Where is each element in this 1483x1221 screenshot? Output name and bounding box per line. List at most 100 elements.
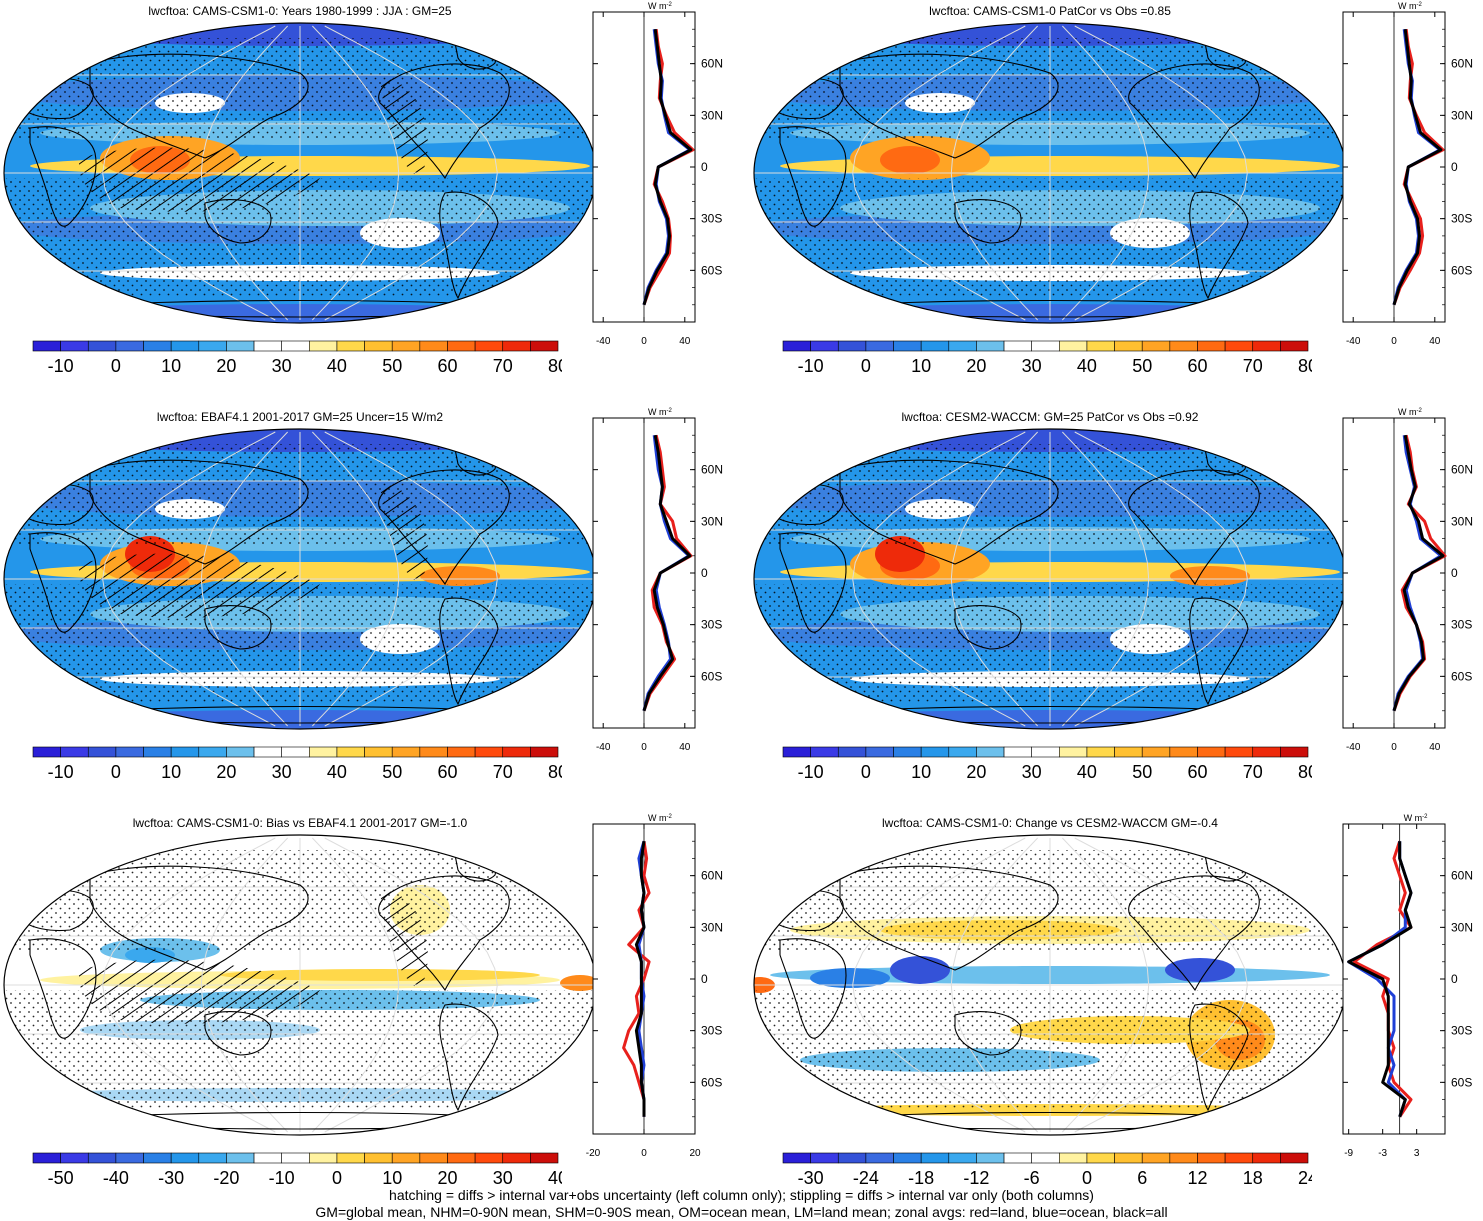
colorbar-swatch	[419, 1152, 448, 1164]
colorbar-swatch	[474, 1152, 504, 1164]
colorbar-label: -30	[158, 1168, 184, 1188]
colorbar-swatch	[782, 1152, 811, 1164]
colorbar-label: 80	[548, 356, 562, 376]
colorbar-swatch	[1086, 340, 1115, 352]
zonal-mean-plot: W m-2 60N 30N 0 30S 60S -40 0 40	[592, 407, 723, 753]
zonal-lat-label: 0	[701, 566, 708, 580]
colorbar-swatch	[948, 340, 977, 352]
panel-title: lwcftoa: EBAF4.1 2001-2017 GM=25 Uncer=1…	[156, 410, 444, 424]
zonal-x-label: 0	[1391, 742, 1397, 753]
colorbar-swatch	[782, 340, 811, 352]
zonal-series-land	[1352, 840, 1413, 1118]
colorbar-swatch	[253, 1152, 282, 1164]
zonal-lat-label: 60N	[701, 869, 723, 883]
colorbar-swatch	[364, 1152, 393, 1164]
colorbar-swatch	[115, 1152, 144, 1164]
zonal-x-label: 40	[1429, 336, 1441, 347]
colorbar-swatch	[893, 340, 922, 352]
colorbar-swatch	[1169, 1152, 1198, 1164]
colorbar-swatch	[1197, 340, 1226, 352]
colorbar-label: -10	[48, 762, 74, 782]
colorbar-swatch	[253, 340, 282, 352]
panel-obs: lwcftoa: EBAF4.1 2001-2017 GM=25 Uncer=1…	[0, 406, 740, 811]
colorbar-swatch	[865, 746, 894, 758]
colorbar-swatch	[1280, 746, 1309, 758]
panel-change: lwcftoa: CAMS-CSM1-0: Change vs CESM2-WA…	[750, 812, 1483, 1217]
panel-title: lwcftoa: CESM2-WACCM: GM=25 PatCor vs Ob…	[901, 410, 1199, 424]
panel-title: lwcftoa: CAMS-CSM1-0: Bias vs EBAF4.1 20…	[132, 816, 468, 830]
colorbar-swatch	[1141, 340, 1171, 352]
colorbar-label: -10	[48, 356, 74, 376]
zonal-x-label: 40	[679, 742, 691, 753]
colorbar-swatch	[976, 340, 1005, 352]
colorbar-label: -24	[853, 1168, 879, 1188]
colorbar-swatch	[364, 746, 393, 758]
zonal-unit-label: W m-2	[1398, 407, 1422, 417]
colorbar-swatch	[1197, 1152, 1226, 1164]
colorbar-swatch	[226, 746, 255, 758]
colorbar-swatch	[447, 1152, 476, 1164]
colorbar-label: 60	[437, 762, 457, 782]
zonal-mean-plot: W m-2 60N 30N 0 30S 60S -40 0 40	[1342, 407, 1473, 753]
zonal-mean-plot: W m-2 60N 30N 0 30S 60S -40 0 40	[592, 1, 723, 347]
colorbar-label: 10	[911, 762, 931, 782]
colorbar-label: 30	[493, 1168, 513, 1188]
colorbar-swatch	[226, 340, 255, 352]
zonal-unit-label: W m-2	[1404, 813, 1428, 823]
colorbar-label: 70	[1243, 356, 1263, 376]
colorbar-swatch	[87, 340, 117, 352]
footer-caption-2: GM=global mean, NHM=0-90N mean, SHM=0-90…	[315, 1204, 1168, 1220]
colorbar-swatch	[1059, 746, 1088, 758]
colorbar-label: -40	[103, 1168, 129, 1188]
zonal-unit-label: W m-2	[648, 813, 672, 823]
zonal-series-all	[642, 434, 692, 712]
colorbar-swatch	[419, 746, 448, 758]
zonal-x-label: 3	[1414, 1148, 1420, 1159]
colorbar-swatch	[1086, 1152, 1115, 1164]
zonal-series-all	[642, 29, 693, 306]
colorbar-swatch	[1252, 1152, 1281, 1164]
zonal-x-label: -3	[1378, 1148, 1387, 1159]
colorbar-swatch	[865, 1152, 894, 1164]
zonal-x-label: -40	[596, 742, 611, 753]
colorbar-swatch	[364, 340, 393, 352]
colorbar-swatch	[1086, 746, 1115, 758]
colorbar-label: 60	[1187, 356, 1207, 376]
colorbar-swatch	[920, 340, 950, 352]
colorbar: -100102030405060708090	[32, 340, 562, 376]
colorbar-swatch	[920, 1152, 950, 1164]
colorbar-swatch	[87, 746, 117, 758]
colorbar-swatch	[502, 1152, 531, 1164]
colorbar-swatch	[893, 746, 922, 758]
colorbar-label: -10	[798, 356, 824, 376]
zonal-unit-label: W m-2	[648, 407, 672, 417]
colorbar-swatch	[87, 1152, 117, 1164]
map-plot	[753, 834, 1347, 1136]
zonal-lat-label: 60N	[701, 57, 723, 71]
colorbar-swatch	[502, 746, 531, 758]
colorbar-swatch	[1252, 746, 1281, 758]
colorbar-label: 0	[861, 762, 871, 782]
colorbar-swatch	[170, 340, 200, 352]
zonal-lat-label: 0	[701, 972, 708, 986]
colorbar-label: 80	[548, 762, 562, 782]
colorbar: -100102030405060708090	[782, 746, 1312, 782]
colorbar-swatch	[143, 746, 172, 758]
panel-cesm2: lwcftoa: CESM2-WACCM: GM=25 PatCor vs Ob…	[750, 406, 1483, 811]
colorbar-swatch	[143, 340, 172, 352]
zonal-lat-label: 0	[701, 160, 708, 174]
colorbar-label: 60	[437, 356, 457, 376]
colorbar-swatch	[391, 1152, 421, 1164]
colorbar-swatch	[810, 746, 839, 758]
colorbar-swatch	[1280, 1152, 1309, 1164]
colorbar-label: 6	[1137, 1168, 1147, 1188]
colorbar-swatch	[60, 746, 89, 758]
colorbar-swatch	[502, 340, 531, 352]
zonal-lat-label: 60N	[1451, 57, 1473, 71]
colorbar-label: -12	[963, 1168, 989, 1188]
footer-caption-1: hatching = diffs > internal var+obs unce…	[389, 1187, 1094, 1203]
zonal-x-label: 0	[641, 742, 647, 753]
zonal-lat-label: 30S	[1451, 1024, 1472, 1038]
colorbar-label: 30	[1022, 356, 1042, 376]
